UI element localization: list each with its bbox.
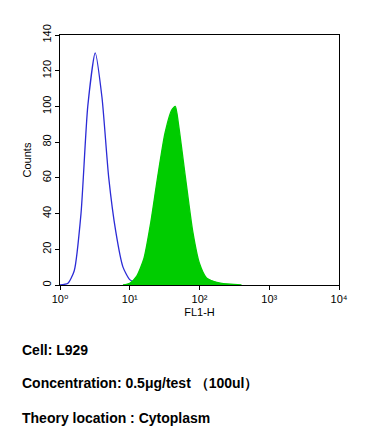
svg-text:100: 100	[41, 96, 53, 114]
svg-text:10⁰: 10⁰	[52, 293, 69, 305]
svg-text:40: 40	[41, 206, 53, 218]
svg-text:0: 0	[41, 280, 53, 286]
svg-text:FL1-H: FL1-H	[184, 306, 215, 318]
svg-text:10⁴: 10⁴	[331, 293, 348, 305]
svg-text:Theory location : Cytoplasm: Theory location : Cytoplasm	[22, 410, 210, 426]
svg-text:60: 60	[41, 170, 53, 182]
svg-text:20: 20	[41, 242, 53, 254]
svg-text:Cell: L929: Cell: L929	[22, 342, 88, 358]
svg-text:10³: 10³	[261, 293, 277, 305]
svg-text:120: 120	[41, 60, 53, 78]
svg-text:Concentration: 0.5μg/test （100: Concentration: 0.5μg/test （100ul）	[22, 375, 259, 391]
svg-text:80: 80	[41, 134, 53, 146]
svg-text:Counts: Counts	[21, 142, 33, 177]
svg-text:10²: 10²	[192, 293, 208, 305]
svg-text:10¹: 10¹	[122, 293, 138, 305]
svg-text:140: 140	[41, 24, 53, 42]
